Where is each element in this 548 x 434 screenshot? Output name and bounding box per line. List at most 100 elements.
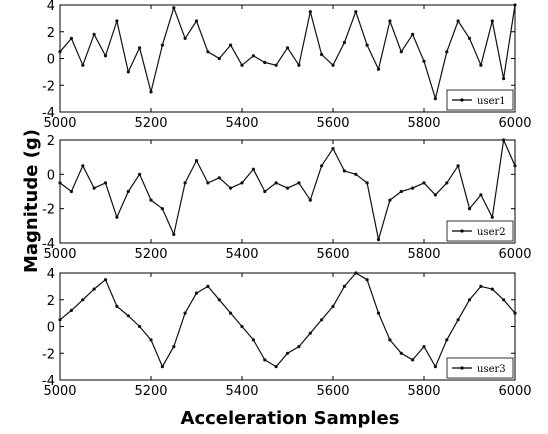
x-tick-label: 6000	[498, 384, 531, 399]
data-point	[456, 164, 460, 168]
data-point	[194, 291, 199, 295]
legend-label: user2	[477, 227, 506, 238]
data-point	[217, 56, 221, 61]
panel-user1: 5000 5200 5400 5600 5800 6000 -4 -2 0 2 4 user1	[42, 0, 532, 131]
y-tick-label: 2	[47, 134, 55, 149]
data-point	[490, 19, 494, 23]
legend: user1	[446, 89, 514, 111]
data-point	[229, 311, 233, 315]
y-tick-label: 2	[47, 26, 55, 41]
x-tick-label: 5800	[407, 116, 440, 131]
x-tick-label: 5000	[43, 247, 76, 262]
data-point	[206, 284, 210, 288]
data-point	[103, 54, 108, 58]
data-point	[342, 284, 346, 288]
data-point	[251, 338, 255, 342]
data-point	[479, 284, 483, 288]
y-tick-label: 4	[47, 0, 55, 14]
data-point	[149, 198, 153, 202]
data-point	[467, 298, 472, 302]
legend-marker	[460, 366, 464, 370]
data-point	[479, 63, 483, 67]
x-tick-label: 5000	[43, 384, 76, 399]
x-tick-label: 5000	[43, 116, 76, 131]
x-tick-label: 6000	[498, 247, 531, 262]
data-point	[502, 77, 506, 81]
data-point	[58, 318, 62, 322]
y-tick-label: 0	[47, 168, 55, 183]
data-point	[115, 19, 119, 23]
data-point	[433, 365, 437, 369]
legend-label: user1	[477, 96, 506, 107]
data-point	[422, 181, 426, 185]
data-point	[354, 10, 358, 14]
data-point	[285, 46, 290, 50]
data-point	[433, 97, 437, 101]
x-tick-label: 5200	[134, 384, 167, 399]
data-point	[365, 181, 369, 185]
data-point	[194, 19, 199, 23]
data-point	[81, 63, 85, 67]
legend-marker	[460, 98, 464, 102]
data-point	[513, 164, 517, 168]
data-point	[467, 207, 472, 211]
data-point	[399, 351, 403, 355]
data-point	[149, 338, 153, 342]
data-point	[251, 167, 255, 171]
data-point	[58, 181, 62, 185]
data-point	[285, 351, 290, 355]
data-point	[160, 207, 164, 211]
data-point	[388, 19, 392, 23]
data-point	[263, 189, 267, 194]
data-point	[433, 193, 437, 197]
data-point	[69, 36, 73, 41]
data-point	[354, 172, 358, 176]
legend: user3	[446, 357, 514, 379]
data-point	[285, 186, 290, 190]
y-tick-label: -2	[42, 79, 55, 94]
data-point	[308, 198, 312, 202]
data-point	[422, 345, 426, 349]
x-axis-label: Acceleration Samples	[181, 408, 400, 429]
panel-user3: 5000 5200 5400 5600 5800 6000 -4 -2 0 2 4 user3	[42, 267, 532, 399]
data-point	[69, 189, 73, 194]
data-point	[149, 90, 153, 94]
x-tick-label: 5200	[134, 247, 167, 262]
data-point	[297, 181, 301, 185]
x-tick-label: 5400	[225, 116, 258, 131]
data-point	[81, 164, 85, 168]
legend: user2	[446, 220, 514, 242]
data-point	[365, 43, 369, 47]
data-point	[172, 6, 176, 10]
data-point	[229, 43, 233, 47]
data-point	[320, 318, 324, 322]
data-point	[92, 186, 96, 190]
y-tick-label: -4	[42, 237, 55, 252]
data-point	[92, 287, 96, 291]
y-tick-label: 4	[47, 267, 55, 282]
data-point	[58, 50, 62, 54]
data-point	[513, 311, 517, 315]
data-point	[126, 314, 130, 318]
data-point	[138, 324, 142, 329]
data-point	[399, 189, 403, 194]
data-point	[160, 365, 164, 369]
data-point	[217, 176, 221, 180]
data-point	[103, 278, 108, 282]
data-point	[502, 298, 506, 302]
data-point	[263, 358, 267, 362]
x-tick-label: 6000	[498, 116, 531, 131]
data-point	[388, 338, 392, 342]
data-point	[320, 164, 324, 168]
data-point	[365, 278, 369, 282]
data-point	[445, 181, 449, 185]
data-point	[194, 159, 199, 163]
data-point	[115, 215, 119, 219]
chart-panels: 5000 5200 5400 5600 5800 6000-4-2024user15000…	[42, 0, 532, 399]
y-tick-label: 0	[47, 53, 55, 68]
data-point	[331, 304, 335, 308]
data-point	[115, 304, 119, 308]
x-tick-label: 5400	[225, 384, 258, 399]
data-point	[490, 215, 494, 219]
